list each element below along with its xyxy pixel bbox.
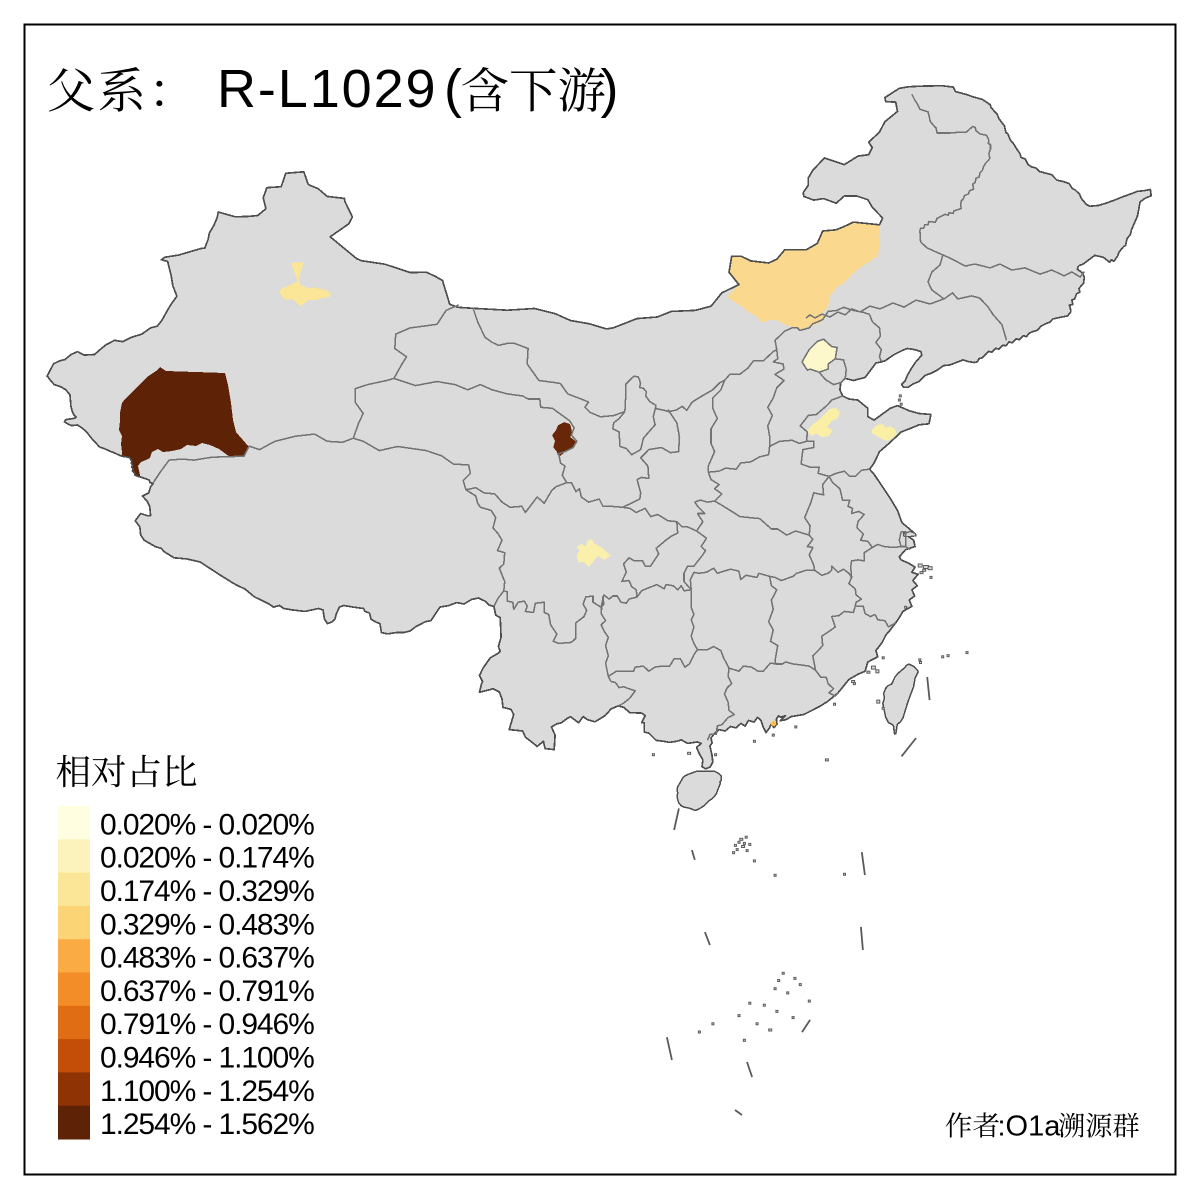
svg-text:1.254% - 1.562%: 1.254% - 1.562% <box>100 1108 314 1141</box>
svg-text:0.329% - 0.483%: 0.329% - 0.483% <box>100 908 314 941</box>
svg-text:): ) <box>601 59 619 119</box>
svg-text:R-L1029: R-L1029 <box>217 59 437 119</box>
svg-text:1.100% - 1.254%: 1.100% - 1.254% <box>100 1075 314 1108</box>
svg-text:0.020% - 0.174%: 0.020% - 0.174% <box>100 842 314 875</box>
svg-text:0.791% - 0.946%: 0.791% - 0.946% <box>100 1008 314 1041</box>
svg-text:0.020% - 0.020%: 0.020% - 0.020% <box>100 808 314 841</box>
svg-text:0.637% - 0.791%: 0.637% - 0.791% <box>100 975 314 1008</box>
svg-text:(: ( <box>444 59 462 119</box>
svg-text:0.946% - 1.100%: 0.946% - 1.100% <box>100 1042 314 1075</box>
svg-text::O1a: :O1a <box>998 1111 1062 1143</box>
svg-text:0.174% - 0.329%: 0.174% - 0.329% <box>100 875 314 908</box>
svg-text:0.483% - 0.637%: 0.483% - 0.637% <box>100 942 314 975</box>
